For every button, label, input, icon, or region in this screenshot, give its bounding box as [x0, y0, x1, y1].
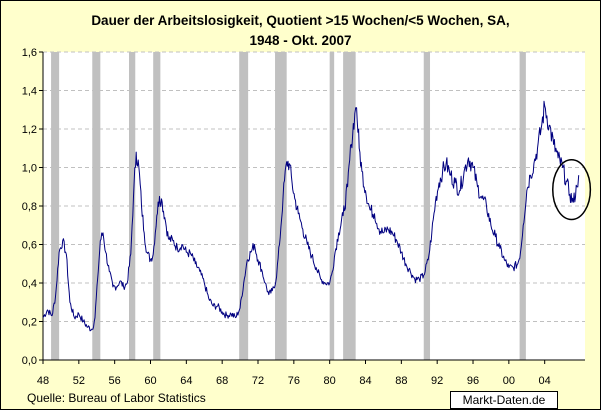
recession-band-1: [51, 52, 60, 360]
x-tick-label-7: 76: [288, 375, 300, 387]
y-tick-label-4: 0,8: [22, 201, 37, 213]
x-tick-label-11: 92: [431, 375, 443, 387]
chart-title-line-1: Dauer der Arbeitslosigkeit, Quotient >15…: [91, 13, 510, 28]
recession-band-5: [239, 52, 249, 360]
x-tick-label-10: 88: [395, 375, 407, 387]
series-line: [42, 100, 580, 332]
y-tick-label-0: 0,0: [22, 355, 37, 367]
data-series: [42, 100, 580, 332]
annotations: [551, 159, 592, 221]
y-tick-label-3: 0,6: [22, 240, 37, 252]
recession-band-6: [275, 52, 287, 360]
source-note: Quelle: Bureau of Labor Statistics: [27, 391, 206, 405]
x-tick-label-6: 72: [252, 375, 264, 387]
chart-title-line-2: 1948 - Okt. 2007: [249, 33, 352, 48]
y-tick-labels: 0,0 0,2 0,4 0,6 0,8 1,0 1,2 1,4 1,6: [22, 47, 37, 367]
x-tick-label-5: 68: [216, 375, 228, 387]
y-tick-label-5: 1,0: [22, 163, 37, 175]
recession-band-2: [92, 52, 101, 360]
x-tick-label-12: 96: [467, 375, 479, 387]
y-tick-label-8: 1,6: [22, 47, 37, 59]
gridlines: [39, 51, 585, 364]
x-tick-label-0: 48: [37, 375, 49, 387]
y-tick-label-6: 1,2: [22, 124, 37, 136]
x-tick-label-9: 84: [359, 375, 371, 387]
x-tick-label-13: 00: [503, 375, 515, 387]
x-tick-labels: 48 52 56 60 64 68 72 76 80 84 88 92 96 00 04: [37, 375, 551, 387]
x-tick-label-14: 04: [539, 375, 551, 387]
y-tick-label-7: 1,4: [22, 86, 37, 98]
highlight-ellipse: [551, 159, 592, 221]
recession-band-9: [423, 52, 431, 360]
brand-label: Markt-Daten.de: [450, 391, 558, 409]
chart-title: Dauer der Arbeitslosigkeit, Quotient >15…: [1, 11, 600, 51]
y-tick-label-2: 0,4: [22, 278, 37, 290]
x-tick-label-2: 56: [109, 375, 121, 387]
plot-area: [43, 52, 585, 360]
x-tick-label-3: 60: [144, 375, 156, 387]
x-tick-label-8: 80: [324, 375, 336, 387]
y-tick-label-1: 0,2: [22, 317, 37, 329]
recession-band-3: [129, 52, 136, 360]
x-tick-label-4: 64: [180, 375, 192, 387]
axes: [42, 52, 585, 361]
x-tick-label-1: 52: [73, 375, 85, 387]
